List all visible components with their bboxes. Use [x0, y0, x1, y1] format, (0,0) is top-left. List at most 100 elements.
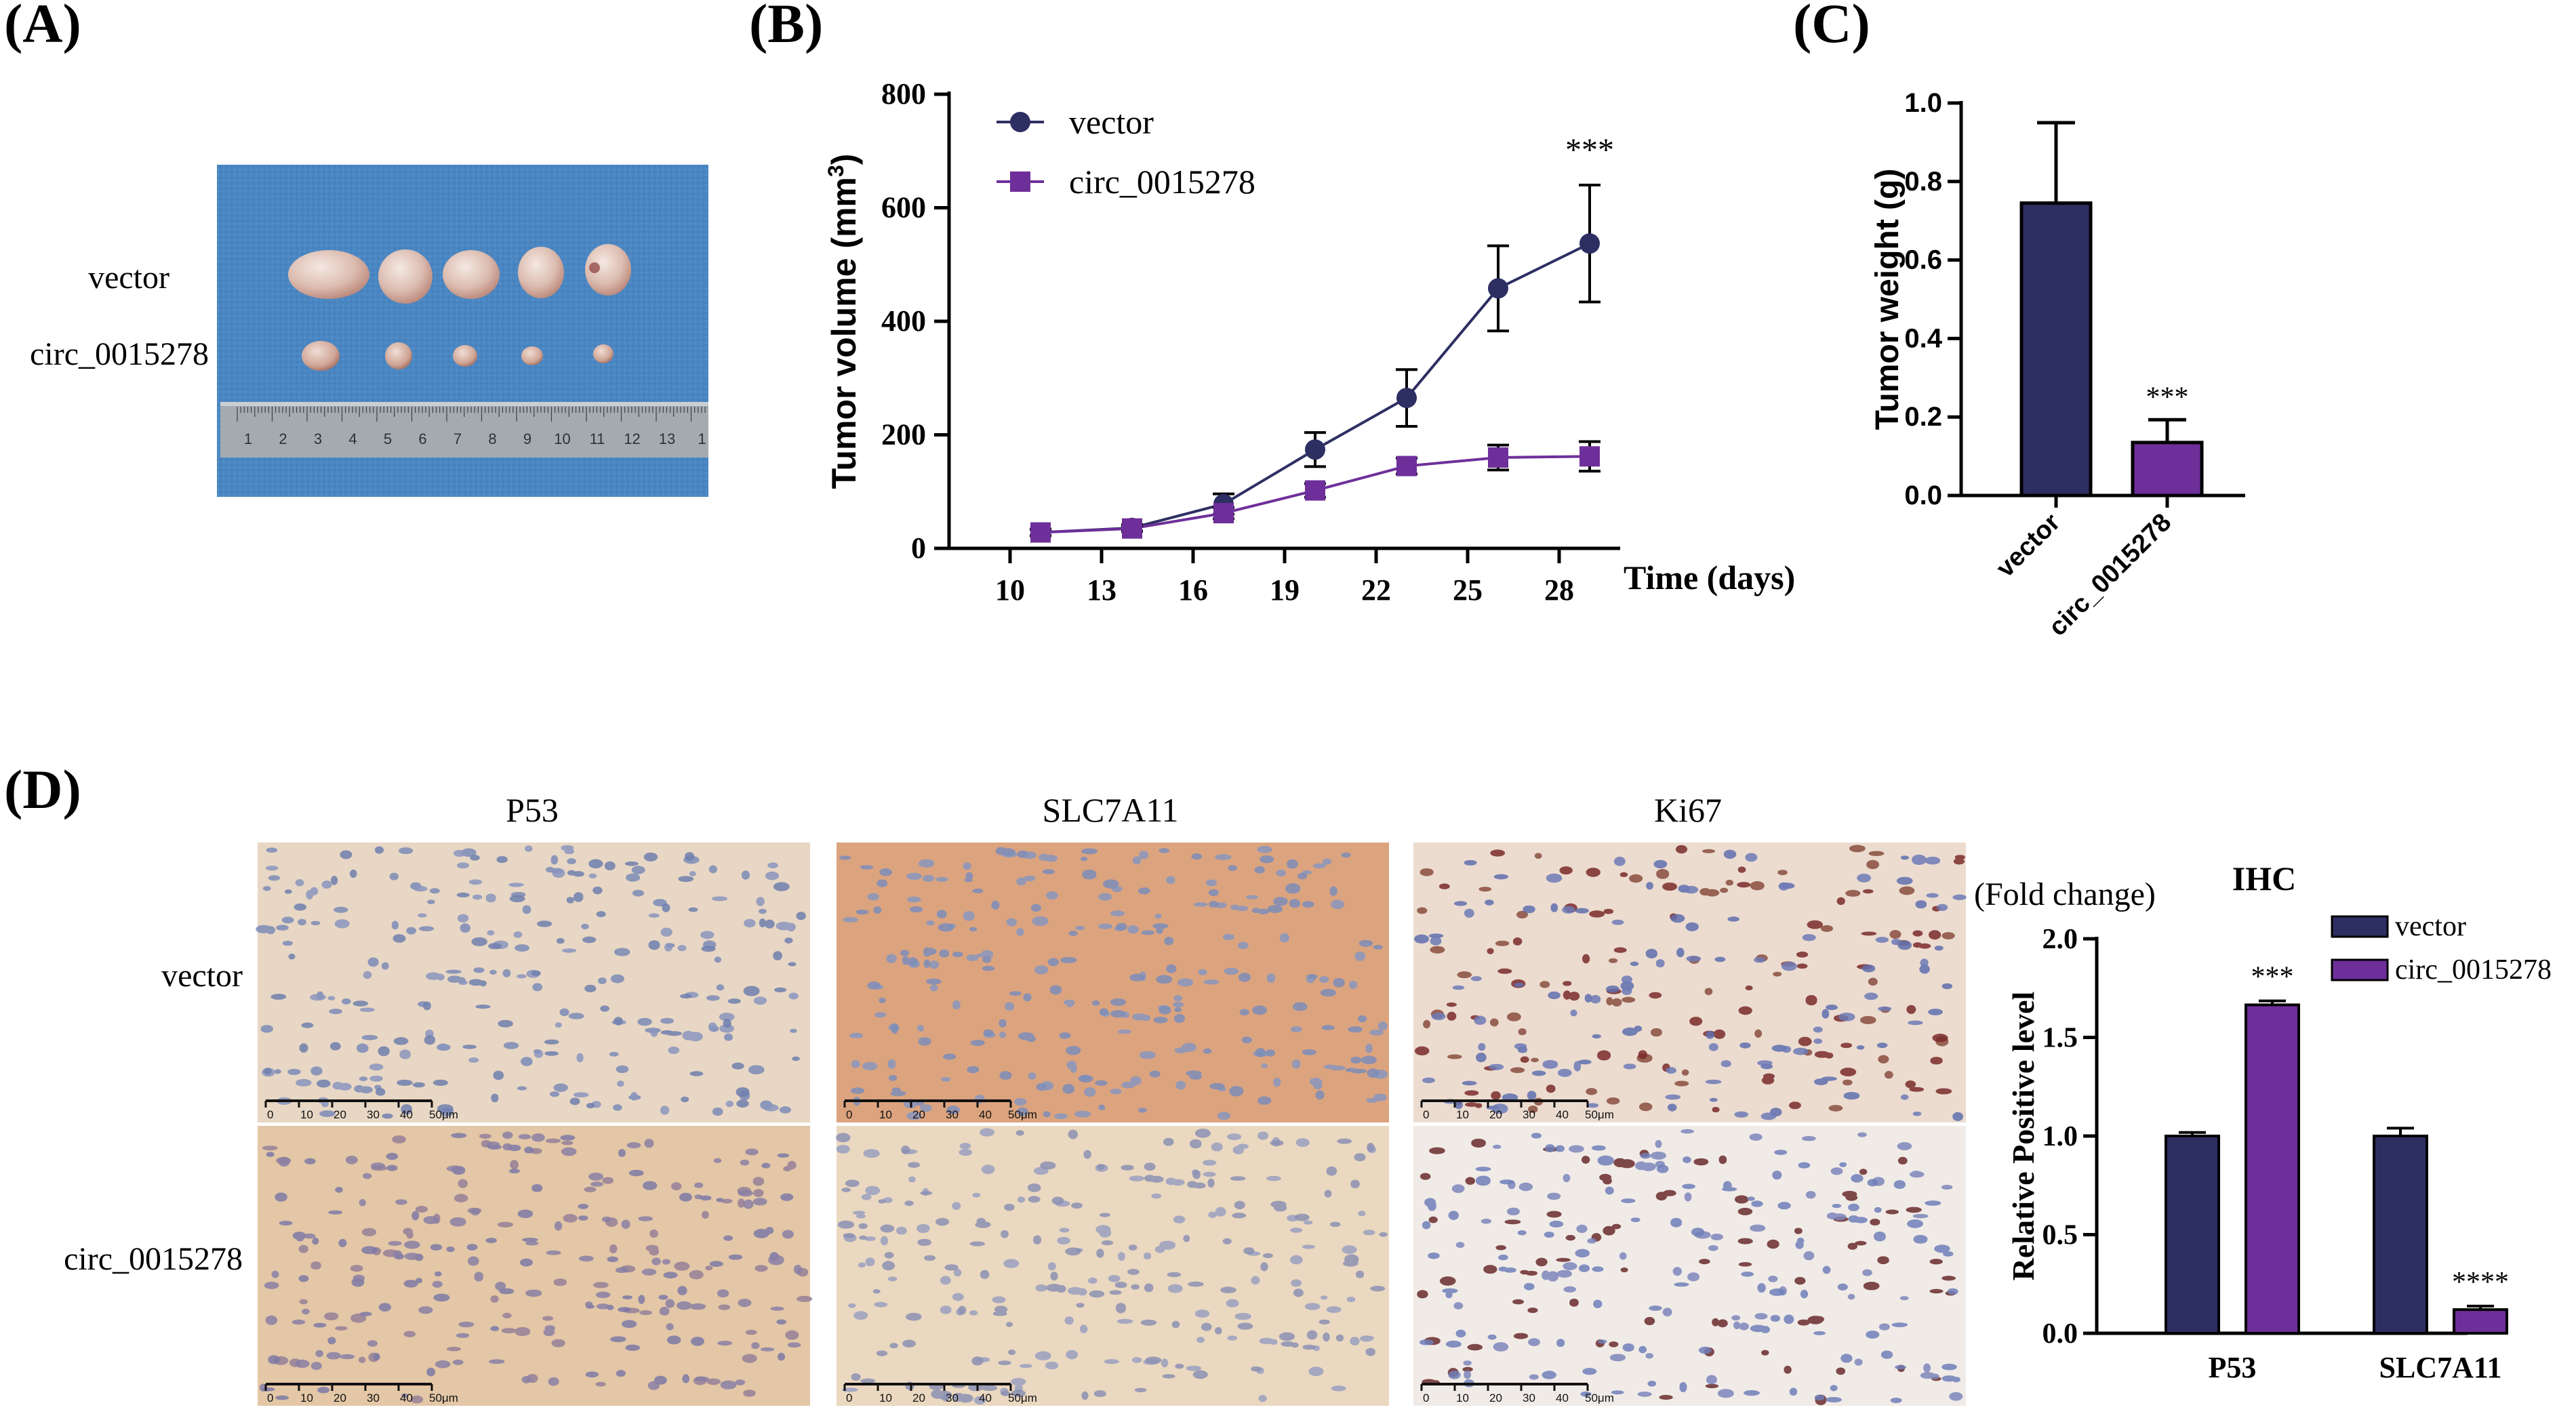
scale-bar-label: 20: [1489, 1392, 1502, 1404]
tumor: [302, 341, 340, 371]
bar-chart-tumor-weight: 0.0 0.2 0.4 0.6 0.8 1.0 Tumor weight (g) vector…: [1870, 88, 2245, 642]
y-tick-label: 2.0: [2042, 924, 2078, 955]
ihc-image-p53-vector: 0 10 20 30 40 50μm: [256, 843, 810, 1122]
bar-vector-p53: [2165, 1135, 2220, 1335]
legend-swatch: [2331, 915, 2389, 938]
ihc-nuclei: [1419, 1133, 1960, 1403]
data-point: [1396, 455, 1417, 477]
significance-label: ****: [2452, 1267, 2509, 1298]
tumor: [385, 342, 412, 369]
ruler-number: 1: [698, 430, 706, 447]
y-axis-label: Relative Positive level: [2006, 992, 2040, 1281]
scale-bar-label: 30: [367, 1108, 380, 1121]
y-tick-label: 0.6: [1904, 245, 1942, 275]
y-axis-label-superscript: 3: [824, 165, 848, 177]
panel-a-row-label-vector: vector: [88, 260, 169, 296]
scale-bar-label: 10: [300, 1108, 313, 1121]
ihc-row-label-circ: circ_0015278: [64, 1241, 243, 1277]
ihc-image-slc7a11-circ: 0 10 20 30 40 50μm: [836, 1126, 1389, 1406]
y-tick-label: 200: [881, 418, 926, 451]
ihc-tile-background: [1413, 843, 1966, 1122]
x-tick-label: P53: [2209, 1351, 2257, 1384]
x-tick-label: 19: [1270, 573, 1300, 607]
ruler-number: 5: [384, 430, 392, 447]
scale-bar: 0 10 20 30 40 50μm: [1420, 1383, 1614, 1404]
ruler-number: 8: [488, 430, 496, 447]
ihc-tile-background: [258, 1126, 810, 1406]
legend-swatch: [2331, 958, 2389, 981]
significance-label: ***: [2251, 962, 2294, 993]
ruler-number: 6: [418, 430, 426, 447]
scale-bar-label: 0: [846, 1108, 852, 1121]
panel-a-letter: (A): [4, 0, 81, 54]
scale-bar-label: 30: [946, 1108, 959, 1121]
data-point: [1488, 447, 1508, 468]
legend-label: circ_0015278: [1069, 163, 1255, 201]
data-point: [1579, 233, 1600, 254]
bar-chart-ihc: IHC (Fold change) 0.0 0.5 1.0 1.5 2.0 Relative …: [1974, 859, 2552, 1384]
vector-tumors: [288, 244, 631, 304]
panel-d: (D) P53 SLC7A11 Ki67 vector circ_0015278…: [4, 758, 2552, 1406]
ihc-nuclei: [836, 1129, 1388, 1403]
ruler-number: 13: [659, 430, 675, 447]
x-tick-label: SLC7A11: [2379, 1351, 2502, 1384]
data-point: [1488, 278, 1508, 299]
ruler-number: 1: [244, 430, 252, 447]
ihc-image-ki67-vector: 0 10 20 30 40 50μm: [1413, 843, 1967, 1122]
ihc-nuclei: [1417, 1138, 1956, 1406]
scale-bar-end-label: 50μm: [1008, 1392, 1037, 1404]
legend-label: vector: [2395, 911, 2466, 942]
tumor: [443, 250, 500, 299]
y-axis-label: Tumor weight (g): [1870, 169, 1906, 430]
scale-bar-label: 0: [846, 1392, 852, 1404]
data-point: [1396, 388, 1417, 409]
scale-bar-label: 20: [912, 1108, 925, 1121]
panel-c-letter: (C): [1793, 0, 1870, 54]
ruler-number: 2: [279, 430, 287, 447]
ruler-number: 10: [554, 430, 570, 447]
scale-bar-label: 20: [1489, 1108, 1502, 1121]
scale-bar-label: 10: [300, 1392, 313, 1404]
ihc-tile-background: [258, 843, 810, 1122]
ihc-image-ki67-circ: 0 10 20 30 40 50μm: [1413, 1126, 1966, 1406]
x-tick-label: 28: [1544, 573, 1574, 607]
data-point: [1122, 518, 1142, 539]
panel-d-letter: (D): [4, 758, 81, 820]
scale-bar-label: 40: [1556, 1392, 1569, 1404]
x-axis-label: Time (days): [1624, 559, 1795, 596]
scale-bar-label: 40: [979, 1392, 992, 1404]
y-tick-label: 0.8: [1904, 167, 1942, 197]
y-tick-label: 1.5: [2042, 1023, 2078, 1054]
x-tick-label: 22: [1361, 573, 1391, 607]
tumor: [288, 250, 369, 299]
bar-circ-slc7a11: [2453, 1308, 2508, 1335]
scale-bar-label: 20: [334, 1108, 346, 1121]
scale-bar-label: 20: [334, 1392, 346, 1404]
scale-bar-label: 10: [1456, 1108, 1469, 1121]
data-point: [1030, 522, 1051, 543]
scale-bar-label: 30: [1523, 1392, 1535, 1404]
scale-bar-label: 40: [979, 1108, 992, 1121]
ruler-number: 11: [590, 430, 605, 447]
legend-marker: [1010, 112, 1030, 132]
ihc-column-title-slc7a11: SLC7A11: [1043, 791, 1179, 829]
scale-bar-end-label: 50μm: [1008, 1108, 1037, 1121]
tumor: [378, 249, 432, 304]
y-tick-label: 0.4: [1904, 323, 1942, 353]
bar-circ: [2131, 441, 2204, 498]
ruler-number: 7: [454, 430, 462, 447]
data-point: [1213, 503, 1234, 524]
ihc-nuclei: [260, 1133, 794, 1400]
significance-label: ***: [1565, 132, 1614, 168]
series-circ: [1030, 440, 1601, 543]
y-tick-label: 1.0: [1904, 88, 1942, 118]
bar-vector: [2019, 201, 2093, 498]
legend: vector circ_0015278: [2331, 911, 2552, 986]
data-point: [1579, 446, 1600, 467]
scale-bar-label: 20: [912, 1392, 925, 1404]
x-tick-label: vector: [1991, 508, 2066, 583]
circ-tumors: [302, 341, 613, 371]
significance-label: ***: [2146, 382, 2189, 413]
ruler-number: 3: [314, 430, 322, 447]
